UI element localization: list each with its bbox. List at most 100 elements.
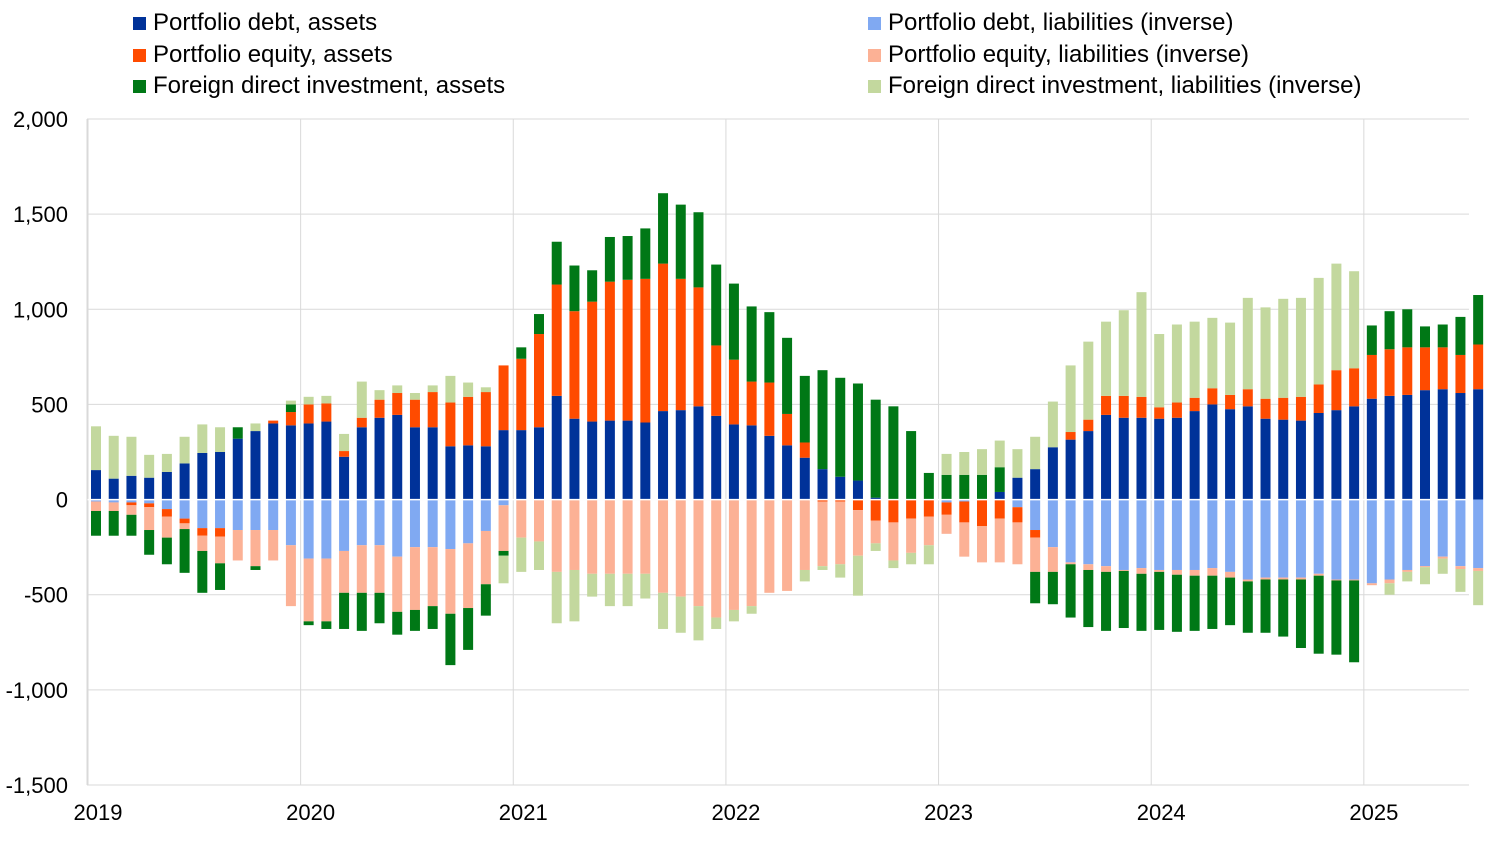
legend-item-fdi-assets: Foreign direct investment, assets: [133, 72, 505, 100]
bar-segment: [108, 502, 119, 511]
bar-segment: [1030, 530, 1041, 538]
bar-segment: [1331, 263, 1342, 371]
bar-segment: [1402, 347, 1413, 395]
bar-segment: [516, 358, 527, 431]
bar-segment: [835, 476, 846, 500]
bar-segment: [977, 474, 987, 500]
bar-segment: [374, 390, 385, 400]
bar-segment: [906, 552, 917, 565]
bar-segment: [1331, 370, 1342, 411]
bar-segment: [640, 228, 651, 279]
bar-segment: [1278, 499, 1289, 578]
bar-segment: [675, 410, 686, 500]
bar-segment: [144, 507, 155, 531]
bar-segment: [658, 193, 669, 264]
bar-segment: [959, 474, 970, 500]
bar-segment: [232, 427, 243, 439]
bar-segment: [1171, 574, 1182, 632]
bar-segment: [569, 265, 580, 312]
bar-segment: [534, 334, 544, 428]
bar-segment: [817, 499, 828, 502]
x-tick-label: 2022: [711, 800, 760, 825]
legend-swatch: [868, 48, 881, 62]
legend-swatch: [133, 79, 146, 93]
bar-segment: [1455, 499, 1466, 567]
bar-segment: [1171, 569, 1182, 575]
bar-segment: [1313, 412, 1324, 500]
bar-segment: [1242, 499, 1253, 580]
bar-segment: [640, 499, 651, 574]
bar-segment: [852, 499, 863, 511]
bar-segment: [569, 569, 580, 622]
bar-segment: [91, 499, 101, 502]
bar-segment: [994, 467, 1005, 492]
bar-segment: [409, 393, 420, 400]
bar-segment: [551, 499, 562, 572]
bar-segment: [1030, 499, 1041, 531]
legend-label: Foreign direct investment, assets: [153, 72, 506, 99]
bar-segment: [463, 396, 474, 446]
bar-segment: [711, 264, 722, 346]
bar-segment: [1331, 410, 1342, 500]
bar-segment: [658, 592, 669, 629]
bar-segment: [1260, 307, 1271, 399]
bar-segment: [1295, 579, 1306, 648]
bar-segment: [356, 499, 367, 546]
bar-segment: [1473, 570, 1484, 606]
bar-segment: [303, 396, 314, 405]
bar-segment: [1473, 568, 1484, 571]
bar-segment: [427, 606, 438, 629]
bar-segment: [356, 545, 367, 593]
bar-segment: [1012, 449, 1023, 478]
bar-segment: [1154, 334, 1165, 408]
bar-segment: [108, 435, 119, 479]
bar-segment: [161, 509, 172, 517]
bar-segment: [1207, 404, 1218, 500]
bar-segment: [604, 573, 615, 607]
bar-segment: [197, 452, 208, 500]
y-tick-label: -1,500: [6, 773, 68, 798]
bar-segment: [1083, 499, 1094, 565]
bar-segment: [870, 499, 881, 521]
bar-segment: [445, 499, 456, 550]
y-tick-label: 1,500: [13, 202, 68, 227]
bar-segment: [1083, 341, 1094, 420]
bar-segment: [1136, 568, 1147, 574]
bar-segment: [1189, 499, 1200, 570]
bar-segment: [161, 471, 172, 500]
bar-segment: [728, 359, 739, 425]
bar-segment: [427, 427, 438, 500]
bar-segment: [1437, 558, 1448, 574]
bar-segment: [339, 550, 350, 593]
bar-segment: [1242, 297, 1253, 390]
bar-segment: [303, 499, 314, 559]
bar-segment: [1083, 431, 1094, 500]
bar-segment: [728, 499, 739, 610]
bar-segment: [356, 417, 367, 428]
bar-segment: [215, 452, 226, 500]
bar-segment: [906, 499, 917, 519]
bar-segment: [91, 510, 101, 536]
legend-swatch: [868, 79, 881, 93]
bar-segment: [1101, 395, 1112, 415]
bar-segment: [799, 442, 810, 458]
bar-segment: [941, 453, 952, 475]
bar-segment: [250, 566, 261, 570]
bar-segment: [728, 424, 739, 500]
bar-segment: [551, 284, 562, 396]
bar-segment: [1189, 575, 1200, 631]
bar-segment: [764, 499, 775, 593]
bar-segment: [1278, 397, 1289, 420]
chart-legend: Portfolio debt, assets Portfolio equity,…: [0, 0, 1500, 110]
bar-segment: [728, 283, 739, 360]
bar-segment: [675, 596, 686, 633]
bar-segment: [1313, 499, 1324, 574]
bar-segment: [1437, 324, 1448, 348]
bar-segment: [1260, 499, 1271, 578]
bar-segment: [1349, 271, 1360, 369]
bar-segment: [1207, 568, 1218, 576]
bar-segment: [1101, 566, 1112, 572]
bar-segment: [321, 403, 332, 422]
bar-segment: [1278, 577, 1289, 580]
